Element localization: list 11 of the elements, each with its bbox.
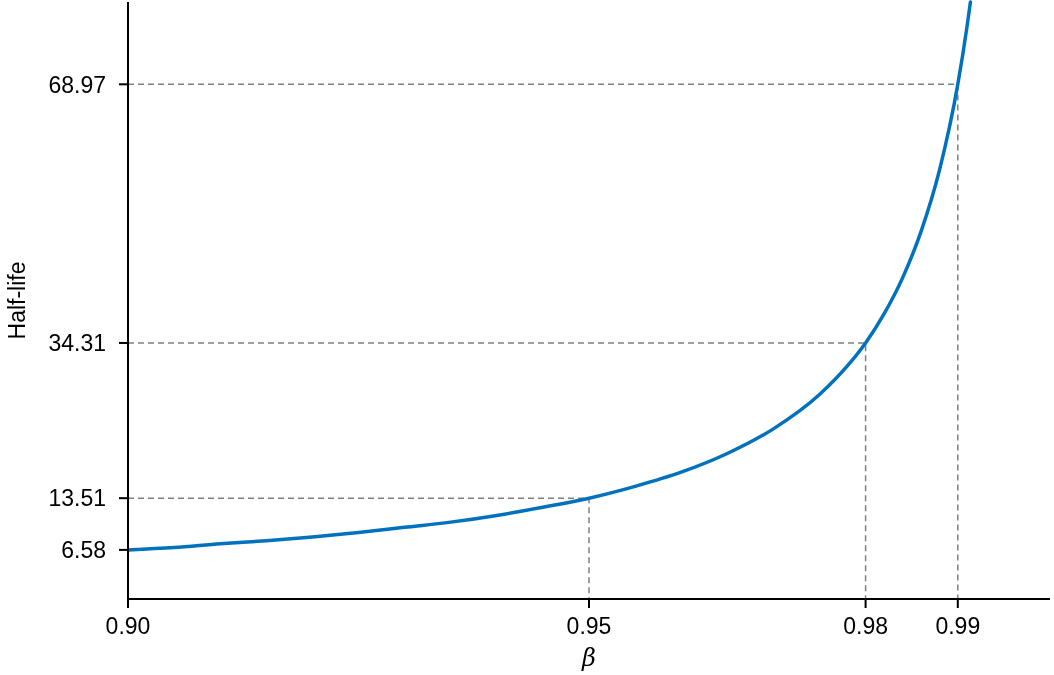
x-tick-label: 0.98 (843, 613, 888, 639)
y-tick-label: 6.58 (61, 537, 106, 564)
y-tick-label: 34.31 (48, 330, 106, 357)
x-axis-title: β (581, 644, 596, 672)
x-tick-label: 0.99 (935, 613, 981, 639)
x-tick-label: 0.95 (566, 613, 612, 639)
y-axis-title: Half-life (4, 261, 30, 340)
y-tick-label: 13.51 (48, 485, 106, 512)
x-tick-label: 0.90 (105, 613, 151, 639)
line-series (128, 0, 973, 552)
y-tick-label: 68.97 (48, 71, 106, 98)
